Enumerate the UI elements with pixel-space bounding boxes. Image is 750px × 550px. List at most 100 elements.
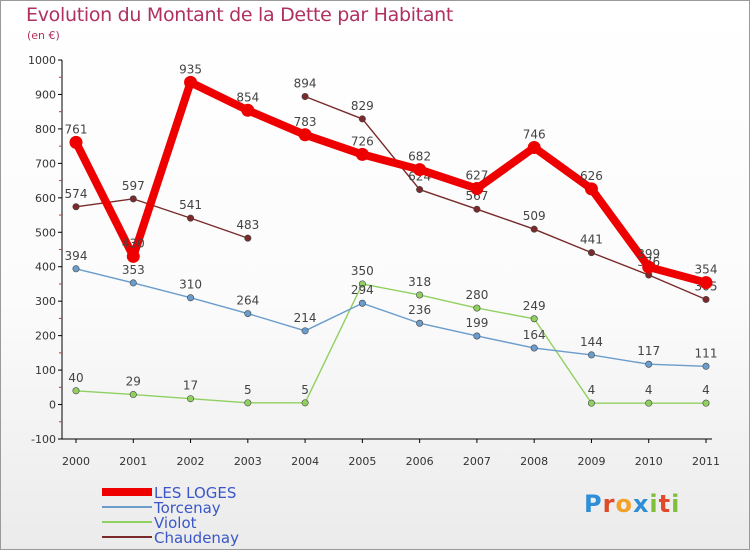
- y-tick-label: 300: [35, 295, 56, 308]
- data-label: 264: [236, 294, 259, 308]
- y-tick-label: 0: [49, 399, 56, 412]
- data-label: 199: [465, 316, 488, 330]
- data-label: 394: [65, 249, 88, 263]
- data-point: [699, 276, 713, 290]
- data-point: [301, 399, 309, 407]
- y-tick-label: 800: [35, 123, 56, 136]
- series-line: [75, 268, 707, 368]
- data-label: 441: [580, 233, 603, 247]
- data-label: 164: [523, 328, 546, 342]
- data-label: 894: [294, 77, 317, 91]
- data-label: 4: [702, 383, 710, 397]
- logo-letter: t: [658, 490, 672, 518]
- series-chaudenay: 574597541483894829624567509441376305: [65, 77, 717, 303]
- data-point: [702, 295, 710, 303]
- data-point: [527, 141, 541, 155]
- data-label: 5: [301, 383, 309, 397]
- data-point: [72, 265, 80, 273]
- data-point: [187, 214, 195, 222]
- data-label: 483: [236, 218, 259, 232]
- legend-label: Chaudenay: [154, 529, 239, 547]
- data-label: 854: [236, 90, 259, 104]
- series-line: [72, 78, 710, 287]
- data-point: [301, 327, 309, 335]
- x-tick-label: 2006: [406, 455, 434, 468]
- x-tick-label: 2004: [291, 455, 319, 468]
- y-tick-label: 700: [35, 157, 56, 170]
- data-point: [244, 310, 252, 318]
- data-point: [702, 362, 710, 370]
- logo-letter: r: [602, 490, 616, 518]
- data-label: 399: [637, 247, 660, 261]
- data-point: [355, 147, 369, 161]
- data-point: [470, 182, 484, 196]
- series-layer: 5745975414838948296245675094413763054029…: [65, 62, 718, 407]
- legend-label: LES LOGES: [154, 484, 236, 502]
- data-label: 236: [408, 303, 431, 317]
- series-violot: 40 29 17 5 5 350 318 280 249 4 4 4: [68, 264, 710, 407]
- data-label: 354: [695, 263, 718, 277]
- data-point: [642, 260, 656, 274]
- data-point: [413, 163, 427, 177]
- data-label: 310: [179, 278, 202, 292]
- data-point: [473, 304, 481, 312]
- data-label: 350: [351, 264, 374, 278]
- legend-label: Violot: [154, 514, 197, 532]
- data-point: [416, 319, 424, 327]
- data-point: [702, 399, 710, 407]
- y-tick-label: 100: [35, 364, 56, 377]
- x-tick-label: 2000: [62, 455, 90, 468]
- data-point: [298, 128, 312, 142]
- data-point: [645, 399, 653, 407]
- axes: -100 0 100 200 300 400 500 600 700 800 900 1000 2000…: [28, 54, 720, 468]
- data-label: 353: [122, 263, 145, 277]
- data-label: 829: [351, 99, 374, 113]
- y-tick-label: -100: [31, 433, 56, 446]
- data-label: 783: [294, 115, 317, 129]
- data-point: [301, 93, 309, 101]
- data-label: 626: [580, 169, 603, 183]
- data-label: 294: [351, 283, 374, 297]
- series-line: [75, 198, 249, 239]
- x-tick-label: 2003: [234, 455, 262, 468]
- data-label: 726: [351, 134, 374, 148]
- x-tick-label: 2001: [119, 455, 147, 468]
- data-point: [72, 387, 80, 395]
- data-point: [187, 294, 195, 302]
- data-point: [530, 225, 538, 233]
- data-point: [416, 186, 424, 194]
- data-point: [358, 115, 366, 123]
- logo-letter: o: [615, 490, 633, 518]
- x-tick-label: 2009: [577, 455, 605, 468]
- data-point: [473, 332, 481, 340]
- data-label: 144: [580, 335, 603, 349]
- data-label: 117: [637, 344, 660, 358]
- data-point: [473, 205, 481, 213]
- data-label: 682: [408, 150, 431, 164]
- data-point: [358, 280, 366, 288]
- proxiti-logo: Proxiti: [584, 490, 680, 518]
- y-tick-label: 200: [35, 330, 56, 343]
- x-tick-label: 2002: [177, 455, 205, 468]
- data-label: 627: [465, 169, 488, 183]
- data-point: [587, 351, 595, 359]
- data-label: 541: [179, 198, 202, 212]
- data-label: 280: [465, 288, 488, 302]
- logo-letter: x: [632, 490, 650, 518]
- data-label: 4: [588, 383, 596, 397]
- logo-letter: i: [671, 490, 681, 518]
- series-line: [75, 283, 707, 404]
- data-label: 111: [695, 346, 718, 360]
- x-tick-label: 2010: [635, 455, 663, 468]
- data-label: 17: [183, 379, 198, 393]
- data-point: [187, 395, 195, 403]
- series-les-loges: 761 430 935 854 783 726 682 627 746 626 399 354: [65, 62, 718, 290]
- data-label: 40: [68, 371, 83, 385]
- data-label: 509: [523, 209, 546, 223]
- data-point: [184, 75, 198, 89]
- y-tick-label: 600: [35, 192, 56, 205]
- data-label: 29: [126, 375, 141, 389]
- data-point: [241, 103, 255, 117]
- data-point: [358, 299, 366, 307]
